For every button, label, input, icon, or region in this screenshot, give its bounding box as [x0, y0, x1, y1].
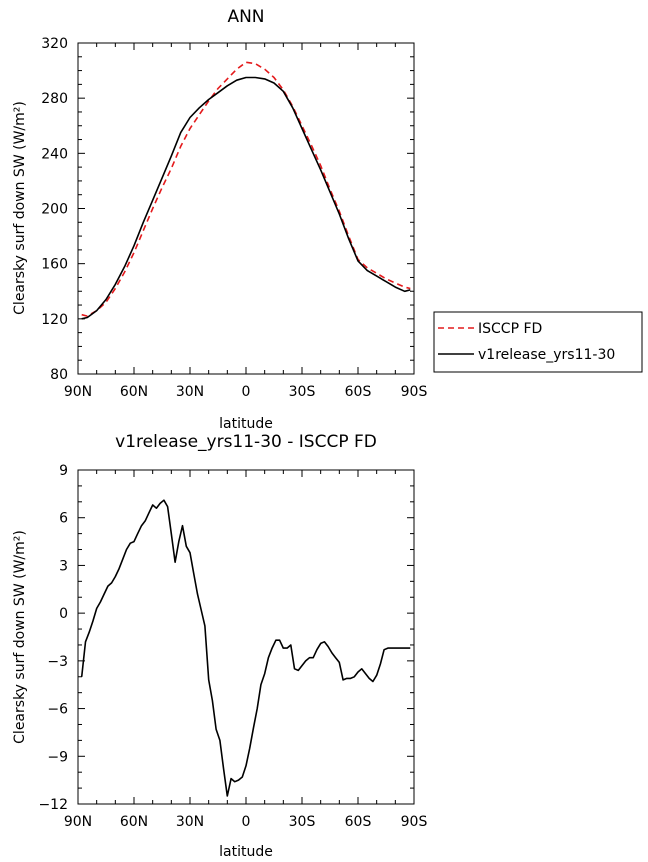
y-tick-label: 240: [41, 146, 68, 162]
legend-box: [433, 311, 643, 373]
bottom-series-lines: [80, 499, 411, 797]
x-tick-label: 90S: [401, 384, 428, 400]
legend-label-v1release: v1release_yrs11-30: [478, 347, 615, 363]
x-tick-label: 30N: [176, 814, 204, 830]
legend: ISCCP FD v1release_yrs11-30: [433, 311, 643, 373]
bottom-y-axis-label: Clearsky surf down SW (W/m²): [12, 530, 28, 744]
x-tick-label: 30S: [289, 384, 316, 400]
top-series-lines: [81, 61, 411, 320]
x-tick-label: 60N: [120, 384, 148, 400]
x-tick-label: 0: [242, 814, 251, 830]
y-tick-label: −6: [47, 702, 68, 718]
bottom-y-tick-labels: −12 −9 −6 −3 0 3 6 9: [38, 463, 68, 813]
x-tick-label: 60S: [345, 384, 372, 400]
legend-label-isccp: ISCCP FD: [478, 321, 542, 337]
y-tick-label: 6: [59, 511, 68, 527]
y-tick-label: 3: [59, 558, 68, 574]
top-chart-title: ANN: [227, 7, 264, 27]
x-tick-label: 90N: [64, 384, 92, 400]
y-tick-label: 280: [41, 91, 68, 107]
x-tick-label: 0: [242, 384, 251, 400]
series-line-difference: [80, 499, 411, 797]
y-tick-label: 120: [41, 312, 68, 328]
top-plot-frame: [77, 42, 415, 375]
series-line-v1release-yrs11-30: [81, 76, 411, 320]
x-tick-label: 90S: [401, 814, 428, 830]
y-tick-label: −12: [38, 797, 68, 813]
y-tick-label: 200: [41, 202, 68, 218]
bottom-panel: v1release_yrs11-30 - ISCCP FD 90N 60N 30N 0…: [12, 432, 427, 860]
y-tick-label: 80: [50, 367, 68, 383]
x-tick-label: 30N: [176, 384, 204, 400]
bottom-plot-frame: [77, 469, 415, 805]
x-tick-label: 90N: [64, 814, 92, 830]
bottom-x-axis-label: latitude: [219, 844, 273, 860]
top-x-tick-labels: 90N 60N 30N 0 30S 60S 90S: [64, 384, 428, 400]
x-tick-label: 60S: [345, 814, 372, 830]
top-panel: ANN 90N 60N 30N 0 30S 60S 90S 80 120 160 200 240 28…: [12, 7, 643, 432]
bottom-axis-ticks: [77, 469, 415, 805]
y-tick-label: −3: [47, 654, 68, 670]
x-tick-label: 60N: [120, 814, 148, 830]
top-y-tick-labels: 80 120 160 200 240 280 320: [41, 36, 68, 383]
bottom-x-tick-labels: 90N 60N 30N 0 30S 60S 90S: [64, 814, 428, 830]
top-y-axis-label: Clearsky surf down SW (W/m²): [12, 101, 28, 315]
x-tick-label: 30S: [289, 814, 316, 830]
bottom-chart-title: v1release_yrs11-30 - ISCCP FD: [115, 432, 377, 452]
y-tick-label: 320: [41, 36, 68, 52]
y-tick-label: 9: [59, 463, 68, 479]
y-tick-label: −9: [47, 749, 68, 765]
y-tick-label: 0: [59, 606, 68, 622]
y-tick-label: 160: [41, 257, 68, 273]
top-x-axis-label: latitude: [219, 416, 273, 432]
series-line-isccp-fd: [81, 61, 411, 317]
top-axis-ticks: [77, 42, 415, 375]
